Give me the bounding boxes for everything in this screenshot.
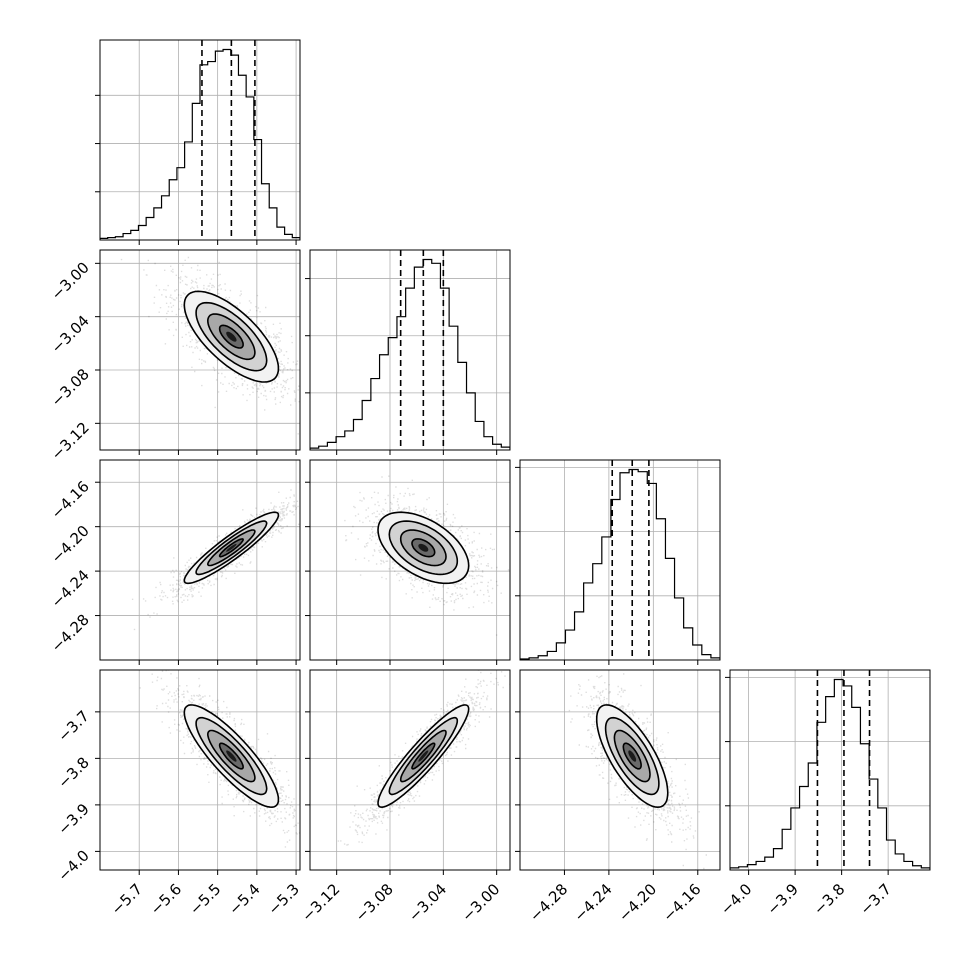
x-tick-label: −3.12 bbox=[298, 880, 343, 925]
panel-3-0: −4.0−3.9−3.8−3.7−5.7 −5.6 −5.5 −5.4 −5.3 bbox=[54, 669, 303, 919]
panel-content bbox=[100, 40, 300, 240]
x-tick-label: −4.24 bbox=[570, 880, 615, 925]
contour-line bbox=[399, 529, 447, 567]
scatter-points bbox=[139, 670, 300, 848]
panel-content bbox=[100, 460, 300, 660]
x-tick-label: −3.7 bbox=[856, 880, 894, 918]
panel-1-1 bbox=[305, 249, 511, 455]
panel-frame bbox=[99, 459, 301, 661]
panel-frame bbox=[309, 459, 511, 661]
panel-frame bbox=[99, 249, 301, 451]
density-core bbox=[418, 543, 429, 552]
x-tick-label: −3.04 bbox=[405, 880, 450, 925]
contour-line bbox=[411, 742, 436, 770]
x-tick-label: −5.7 bbox=[108, 880, 146, 918]
panel-content bbox=[730, 670, 930, 870]
y-tick-label: −3.00 bbox=[48, 258, 93, 303]
panel-0-0 bbox=[95, 39, 301, 245]
x-tick-label: −5.5 bbox=[186, 880, 224, 918]
x-tick-label: −3.00 bbox=[458, 880, 503, 925]
panel-2-0: −4.28−4.24−4.20−4.16 bbox=[48, 459, 301, 665]
contour-line bbox=[377, 704, 470, 809]
panel-2-1 bbox=[305, 459, 511, 665]
contour-line bbox=[399, 729, 447, 783]
panel-3-2: −4.28 −4.24 −4.20 −4.16 bbox=[515, 669, 721, 925]
contour-line bbox=[195, 716, 268, 796]
contour-line bbox=[604, 716, 660, 796]
panel-content bbox=[520, 460, 720, 660]
panel-frame bbox=[99, 39, 301, 241]
contour-line bbox=[613, 729, 651, 783]
panel-frame bbox=[519, 459, 721, 661]
panel-content bbox=[100, 670, 300, 870]
contour-line bbox=[388, 520, 459, 576]
contour-line bbox=[195, 301, 268, 372]
contour-line bbox=[595, 704, 669, 809]
panel-3-3: −4.0 −3.9 −3.8 −3.7 bbox=[717, 669, 931, 919]
y-tick-label: −3.8 bbox=[54, 753, 92, 791]
contour-line bbox=[183, 290, 280, 383]
y-tick-label: −4.16 bbox=[48, 477, 93, 522]
panel-content bbox=[100, 250, 300, 450]
histogram-3 bbox=[730, 678, 930, 870]
contour-line bbox=[377, 511, 470, 585]
panel-content bbox=[520, 670, 720, 870]
histogram-1 bbox=[310, 258, 510, 450]
x-tick-label: −4.20 bbox=[615, 880, 660, 925]
y-tick-label: −3.7 bbox=[54, 707, 92, 745]
x-tick-label: −5.6 bbox=[147, 880, 185, 918]
panel-3-1: −3.12 −3.08 −3.04 −3.00 bbox=[298, 669, 511, 925]
density-core bbox=[418, 750, 429, 762]
density-core bbox=[226, 750, 237, 762]
y-tick-label: −4.20 bbox=[48, 522, 93, 567]
panel-content bbox=[310, 670, 510, 870]
x-tick-label: −3.9 bbox=[763, 880, 801, 918]
contour-line bbox=[206, 313, 256, 361]
contour-line bbox=[388, 716, 459, 796]
panel-content bbox=[310, 460, 510, 660]
contour-line bbox=[218, 742, 244, 770]
x-tick-label: −3.08 bbox=[352, 880, 397, 925]
density-core bbox=[628, 750, 637, 762]
x-tick-label: −4.0 bbox=[717, 880, 755, 918]
panel-frame bbox=[519, 669, 721, 871]
x-tick-label: −5.4 bbox=[225, 880, 263, 918]
y-tick-label: −3.9 bbox=[54, 800, 92, 838]
contour-line bbox=[622, 742, 642, 770]
y-tick-label: −3.12 bbox=[48, 418, 93, 463]
contour-line bbox=[218, 538, 244, 558]
contour-line bbox=[183, 704, 280, 809]
panel-frame bbox=[309, 249, 511, 451]
y-tick-label: −3.08 bbox=[48, 365, 93, 410]
density-core bbox=[226, 543, 237, 552]
y-tick-label: −4.0 bbox=[54, 846, 92, 884]
contour-line bbox=[206, 529, 256, 567]
x-tick-label: −3.8 bbox=[810, 880, 848, 918]
panel-frame bbox=[729, 669, 931, 871]
x-tick-label: −4.28 bbox=[526, 880, 571, 925]
y-tick-label: −3.04 bbox=[48, 312, 93, 357]
contour-line bbox=[411, 538, 436, 558]
y-tick-label: −4.28 bbox=[48, 611, 93, 656]
x-tick-label: −4.16 bbox=[659, 880, 704, 925]
histogram-0 bbox=[100, 48, 300, 240]
panel-2-2 bbox=[515, 459, 721, 665]
histogram-2 bbox=[520, 468, 720, 660]
contour-line bbox=[218, 324, 244, 349]
panel-frame bbox=[99, 669, 301, 871]
y-tick-label: −4.24 bbox=[48, 566, 93, 611]
panel-frame bbox=[309, 669, 511, 871]
density-core bbox=[226, 331, 237, 342]
contour-line bbox=[206, 729, 256, 783]
contour-line bbox=[183, 511, 280, 585]
panel-1-0: −3.12 −3.08 −3.04 −3.00 bbox=[48, 249, 301, 464]
contour-line bbox=[195, 520, 268, 576]
panel-content bbox=[310, 250, 510, 450]
